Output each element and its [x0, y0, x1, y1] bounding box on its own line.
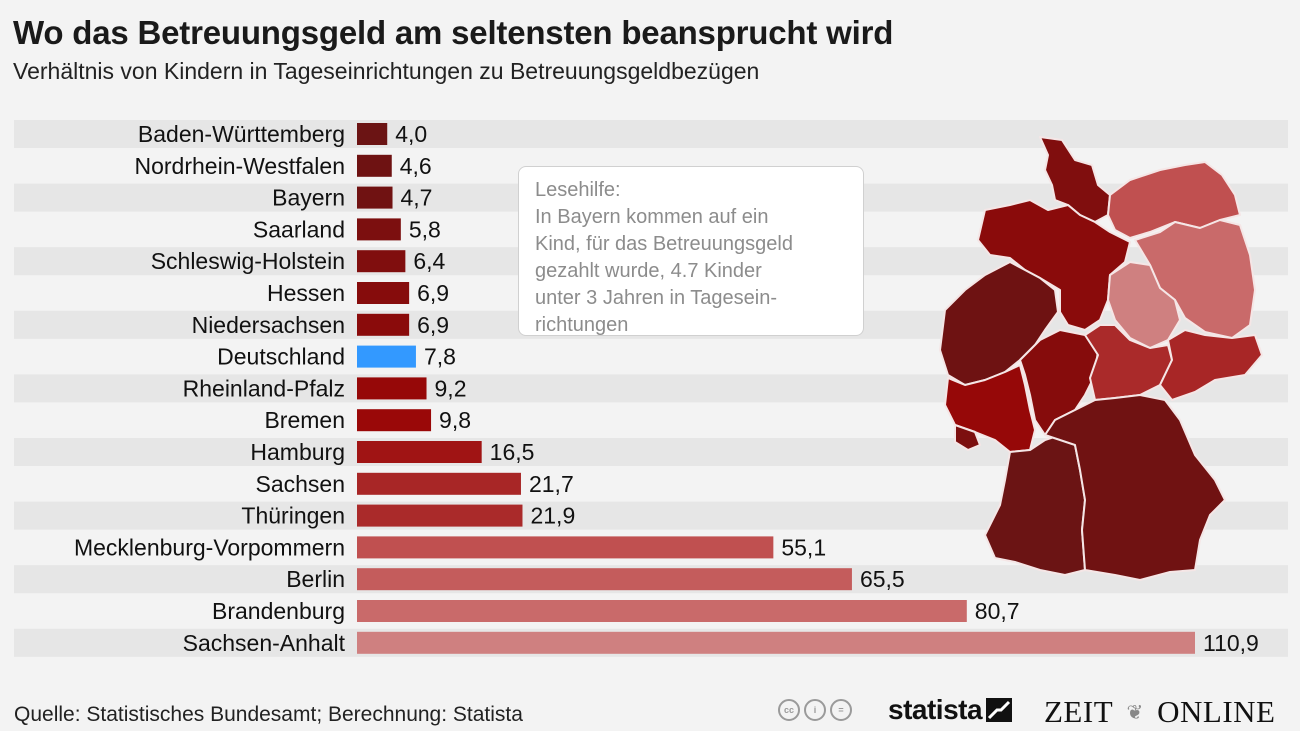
category-label: Saarland — [253, 216, 345, 242]
category-label: Nordrhein-Westfalen — [134, 153, 345, 179]
value-label: 110,9 — [1203, 630, 1259, 656]
license-icons: cc i = — [778, 699, 852, 721]
bar-sachsen[interactable] — [357, 472, 521, 495]
bar-niedersachsen[interactable] — [357, 313, 410, 336]
category-label: Rheinland-Pfalz — [183, 375, 345, 401]
bar-bayern[interactable] — [357, 186, 393, 209]
value-label: 6,4 — [413, 248, 445, 274]
chart-subtitle: Verhältnis von Kindern in Tageseinrichtu… — [13, 58, 760, 84]
value-label: 5,8 — [409, 216, 441, 242]
category-label: Mecklenburg-Vorpommern — [74, 534, 345, 560]
map-state-bayern[interactable] — [1044, 394, 1226, 581]
bar-mecklenburg-vorpommern[interactable] — [357, 536, 774, 559]
bar-hessen[interactable] — [357, 282, 410, 304]
value-labels: 4,0 4,6 4,7 5,8 6,4 6,9 6,9 7,8 9,2 9,8 16,5 21,7 21… — [395, 121, 1259, 656]
category-label: Thüringen — [241, 503, 345, 529]
category-label: Berlin — [286, 566, 345, 592]
category-label: Niedersachsen — [192, 312, 345, 338]
annotation-line: Lesehilfe: — [535, 179, 621, 201]
category-label: Sachsen — [255, 471, 345, 497]
map-state-sachsen[interactable] — [1159, 329, 1263, 401]
bar-berlin[interactable] — [357, 568, 852, 591]
annotation-line: Kind, für das Betreuungsgeld — [535, 233, 793, 255]
value-label: 6,9 — [417, 280, 449, 306]
bar-deutschland[interactable] — [357, 345, 416, 368]
category-labels: Baden-Württemberg Nordrhein-Westfalen Baye… — [74, 121, 346, 656]
category-label: Hamburg — [250, 439, 345, 465]
value-label: 65,5 — [860, 566, 905, 592]
map-state-sachsen-anhalt[interactable] — [1107, 261, 1181, 349]
bar-saarland[interactable] — [357, 218, 401, 241]
statista-wordmark: statista — [888, 694, 983, 725]
by-icon[interactable]: i — [804, 699, 826, 721]
value-label: 21,7 — [529, 471, 574, 497]
eagle-crest-icon: ❦ — [1126, 701, 1144, 724]
statista-logo-icon — [986, 698, 1013, 722]
annotation-line: richtungen — [535, 314, 629, 336]
bar-brandenburg[interactable] — [357, 600, 967, 622]
zeit-wordmark: ZEIT — [1044, 694, 1114, 729]
source-note: Quelle: Statistisches Bundesamt; Berechn… — [14, 703, 523, 726]
value-label: 21,9 — [530, 503, 575, 529]
map-state-hessen[interactable] — [1019, 329, 1099, 436]
map-state-saarland[interactable] — [954, 424, 981, 451]
bars — [357, 123, 1195, 654]
bar-rheinland-pfalz[interactable] — [357, 377, 427, 400]
value-label: 6,9 — [417, 312, 449, 338]
germany-map — [939, 136, 1263, 581]
category-label: Bremen — [264, 407, 345, 433]
row-stripe — [14, 120, 1288, 148]
bar-thüringen[interactable] — [357, 504, 523, 527]
bar-bremen[interactable] — [357, 409, 432, 432]
annotation-line: unter 3 Jahren in Tagesein- — [535, 287, 778, 309]
map-state-mecklenburg-vorpommern[interactable] — [1107, 161, 1241, 239]
annotation-line: In Bayern kommen auf ein — [535, 206, 769, 228]
category-label: Baden-Württemberg — [138, 121, 345, 147]
value-label: 4,6 — [400, 153, 432, 179]
annotation-line: gezahlt wurde, 4.7 Kinder — [535, 260, 762, 282]
zeit-online-logo[interactable]: ZEIT ❦ ONLINE — [1044, 694, 1276, 730]
online-wordmark: ONLINE — [1157, 694, 1276, 729]
category-label: Sachsen-Anhalt — [183, 630, 346, 656]
category-label: Hessen — [267, 280, 345, 306]
category-label: Deutschland — [217, 344, 345, 370]
nd-icon[interactable]: = — [830, 699, 852, 721]
cc-icon[interactable]: cc — [778, 699, 800, 721]
category-label: Brandenburg — [212, 598, 345, 624]
statista-logo[interactable]: statista — [888, 694, 1013, 726]
bar-nordrhein-westfalen[interactable] — [357, 154, 392, 177]
value-label: 9,8 — [439, 407, 471, 433]
value-label: 7,8 — [424, 344, 456, 370]
bar-sachsen-anhalt[interactable] — [357, 631, 1195, 654]
value-label: 55,1 — [781, 534, 826, 560]
bar-schleswig-holstein[interactable] — [357, 250, 406, 273]
category-label: Schleswig-Holstein — [151, 248, 345, 274]
category-label: Bayern — [272, 185, 345, 211]
bar-hamburg[interactable] — [357, 441, 482, 463]
chart-title: Wo das Betreuungsgeld am seltensten bean… — [13, 14, 894, 51]
reading-aid-annotation: Lesehilfe: In Bayern kommen auf ein Kind… — [518, 166, 864, 336]
value-label: 80,7 — [975, 598, 1020, 624]
value-label: 16,5 — [490, 439, 535, 465]
bar-baden-württemberg[interactable] — [357, 123, 388, 145]
value-label: 4,7 — [401, 185, 433, 211]
value-label: 4,0 — [395, 121, 427, 147]
value-label: 9,2 — [435, 375, 467, 401]
